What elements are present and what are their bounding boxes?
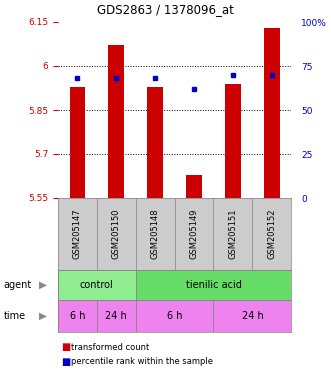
Text: GSM205150: GSM205150 (112, 209, 121, 259)
Bar (136, 300, 213, 332)
Text: ▶: ▶ (39, 311, 47, 321)
Bar (58, 270, 136, 300)
Text: 6 h: 6 h (167, 311, 182, 321)
Text: 24 h: 24 h (242, 311, 263, 321)
Text: percentile rank within the sample: percentile rank within the sample (71, 358, 213, 366)
Text: control: control (80, 280, 114, 290)
Text: GSM205151: GSM205151 (228, 209, 237, 259)
Text: 24 h: 24 h (105, 311, 127, 321)
Text: ■: ■ (61, 357, 71, 367)
Text: GSM205152: GSM205152 (267, 209, 276, 259)
Bar (213, 300, 291, 332)
Bar (97, 300, 136, 332)
Bar (70, 86, 85, 198)
Text: GSM205148: GSM205148 (151, 209, 160, 259)
Text: GDS2863 / 1378096_at: GDS2863 / 1378096_at (97, 3, 234, 17)
Text: GSM205147: GSM205147 (73, 209, 82, 259)
Text: tienilic acid: tienilic acid (186, 280, 241, 290)
Text: GSM205149: GSM205149 (190, 209, 199, 259)
Bar (264, 28, 280, 198)
Text: ▶: ▶ (39, 280, 47, 290)
Text: 6 h: 6 h (70, 311, 85, 321)
Bar (136, 270, 291, 300)
Text: time: time (3, 311, 25, 321)
Text: agent: agent (3, 280, 31, 290)
Bar (147, 86, 163, 198)
Text: ■: ■ (61, 342, 71, 352)
Text: transformed count: transformed count (71, 343, 149, 351)
Bar (58, 300, 97, 332)
Bar (109, 45, 124, 198)
Bar (225, 84, 241, 198)
Bar (186, 175, 202, 198)
